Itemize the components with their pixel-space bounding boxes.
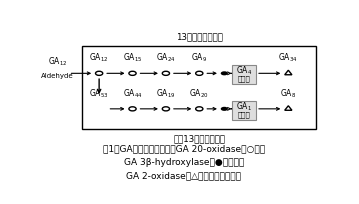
Bar xyxy=(83,47,316,130)
Text: GA 3β-hydroxylase（●）および: GA 3β-hydroxylase（●）および xyxy=(124,157,244,166)
Text: GA$_{4}$: GA$_{4}$ xyxy=(236,65,252,77)
Text: GA$_{12}$: GA$_{12}$ xyxy=(89,51,109,64)
Text: GA$_{15}$: GA$_{15}$ xyxy=(123,51,142,64)
Circle shape xyxy=(221,107,228,111)
Text: 活性型: 活性型 xyxy=(237,75,250,82)
Bar xyxy=(232,101,256,120)
Bar xyxy=(232,66,256,85)
Text: 図1：GA生合成経路のうちGA 20-oxidase（○）、: 図1：GA生合成経路のうちGA 20-oxidase（○）、 xyxy=(103,144,265,153)
Text: GA$_{9}$: GA$_{9}$ xyxy=(191,51,208,64)
Text: GA$_{24}$: GA$_{24}$ xyxy=(156,51,176,64)
Text: 13位非水酸化経路: 13位非水酸化経路 xyxy=(176,32,223,41)
Text: GA$_{8}$: GA$_{8}$ xyxy=(280,87,297,99)
Text: GA$_{53}$: GA$_{53}$ xyxy=(89,87,109,99)
Text: GA$_{19}$: GA$_{19}$ xyxy=(156,87,176,99)
Text: 早期13位水酸化経路: 早期13位水酸化経路 xyxy=(173,134,225,143)
Text: GA$_{34}$: GA$_{34}$ xyxy=(279,51,298,64)
Text: GA$_{44}$: GA$_{44}$ xyxy=(123,87,143,99)
Text: GA$_{1}$: GA$_{1}$ xyxy=(236,100,252,112)
Text: GA$_{12}$: GA$_{12}$ xyxy=(48,55,67,68)
Text: Aldehyde: Aldehyde xyxy=(41,73,74,79)
Text: GA$_{20}$: GA$_{20}$ xyxy=(190,87,209,99)
Circle shape xyxy=(221,72,228,76)
Text: 活性型: 活性型 xyxy=(237,111,250,117)
Text: GA 2-oxidase（△）が触媒する反応: GA 2-oxidase（△）が触媒する反応 xyxy=(126,171,242,180)
